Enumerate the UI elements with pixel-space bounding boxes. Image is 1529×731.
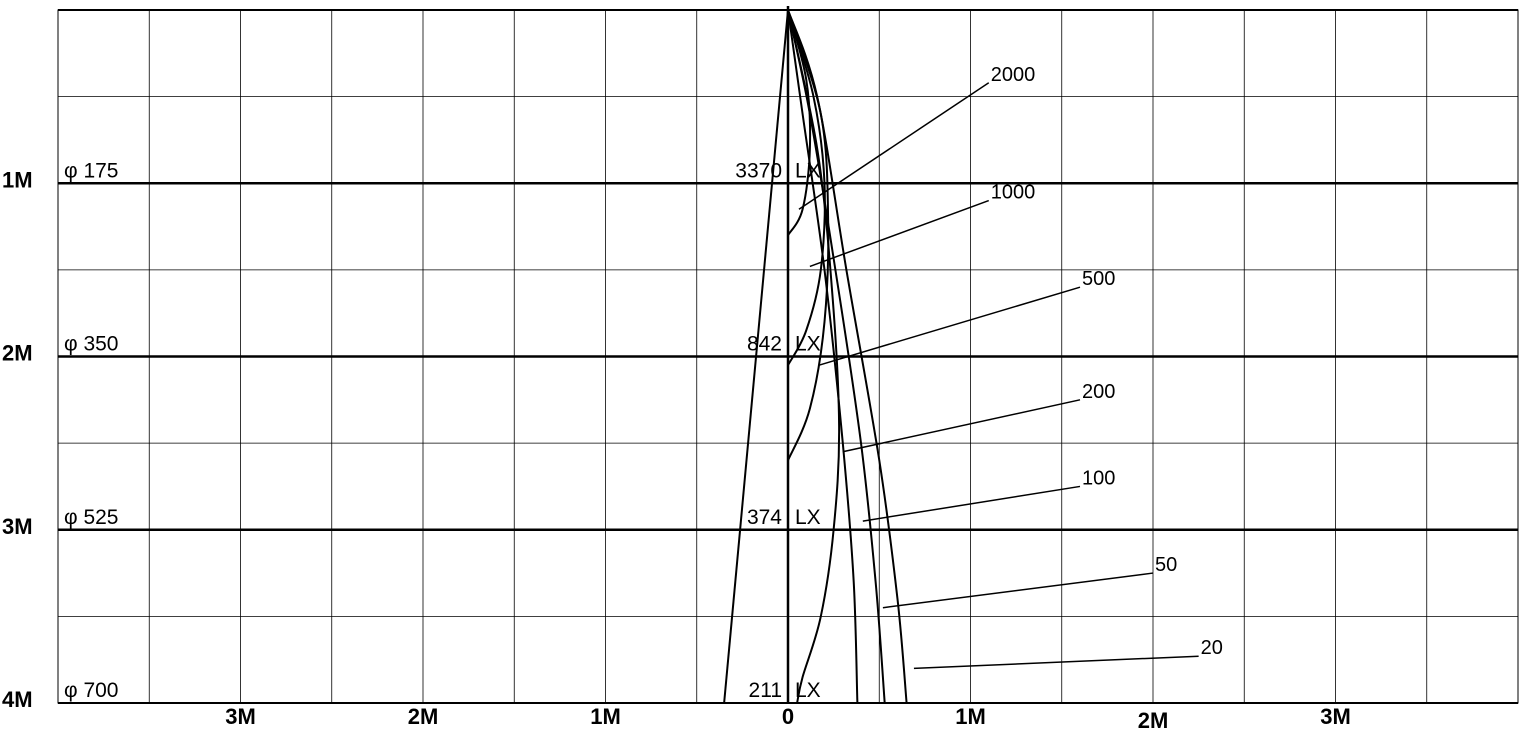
leader-line-50: [882, 572, 1154, 609]
illuminance-unit-1: LX: [795, 159, 821, 182]
illuminance-value-2: 842: [747, 333, 782, 356]
curve-label-leaders: [798, 82, 1199, 670]
diameter-label-2: φ 350: [64, 333, 119, 356]
diameter-label-3: φ 525: [64, 506, 119, 529]
x-tick-label: 3M: [1320, 704, 1351, 729]
diameter-label-4: φ 700: [64, 679, 119, 702]
curve-label-50: 50: [1155, 554, 1177, 576]
leader-line-500: [818, 286, 1081, 366]
iso-curve-100: [787, 9, 859, 704]
chart-labels: 2000 1000 500 200 100 50 20 1M φ 175 3370 LX 2M φ 35…: [2, 64, 1351, 731]
leader-line-1000: [809, 199, 990, 268]
leader-line-100: [862, 485, 1081, 522]
iso-curve-200: [787, 9, 841, 704]
curve-label-20: 20: [1201, 637, 1223, 659]
curve-label-200: 200: [1082, 381, 1115, 403]
center-axis: [723, 6, 790, 704]
illuminance-unit-3: LX: [795, 506, 821, 529]
illuminance-value-3: 374: [747, 506, 782, 529]
x-tick-label: 2M: [1138, 708, 1169, 731]
iso-curve-2000: [787, 9, 812, 236]
illuminance-unit-2: LX: [795, 333, 821, 356]
iso-curve-20: [787, 9, 908, 704]
x-tick-label: 2M: [408, 704, 439, 729]
leader-line-200: [842, 399, 1081, 453]
beam-edge-line: [723, 9, 789, 704]
illuminance-curves: [787, 9, 908, 704]
x-tick-label: 1M: [590, 704, 621, 729]
leader-line-2000: [798, 82, 990, 210]
illuminance-unit-4: LX: [795, 679, 821, 702]
depth-label-3: 3M: [2, 514, 33, 539]
curve-label-100: 100: [1082, 467, 1115, 489]
depth-label-2: 2M: [2, 341, 33, 366]
depth-label-4: 4M: [2, 687, 33, 712]
x-tick-label: 3M: [225, 704, 256, 729]
illuminance-value-1: 3370: [735, 159, 782, 182]
curve-label-2000: 2000: [991, 64, 1036, 86]
diameter-label-1: φ 175: [64, 159, 119, 182]
curve-label-500: 500: [1082, 268, 1115, 290]
leader-line-20: [913, 655, 1199, 670]
depth-label-1: 1M: [2, 167, 33, 192]
x-tick-label: 1M: [955, 704, 986, 729]
x-tick-label: 0: [782, 704, 794, 729]
curve-label-1000: 1000: [991, 182, 1036, 204]
iso-curve-50: [787, 9, 886, 704]
illuminance-value-4: 211: [749, 679, 782, 702]
